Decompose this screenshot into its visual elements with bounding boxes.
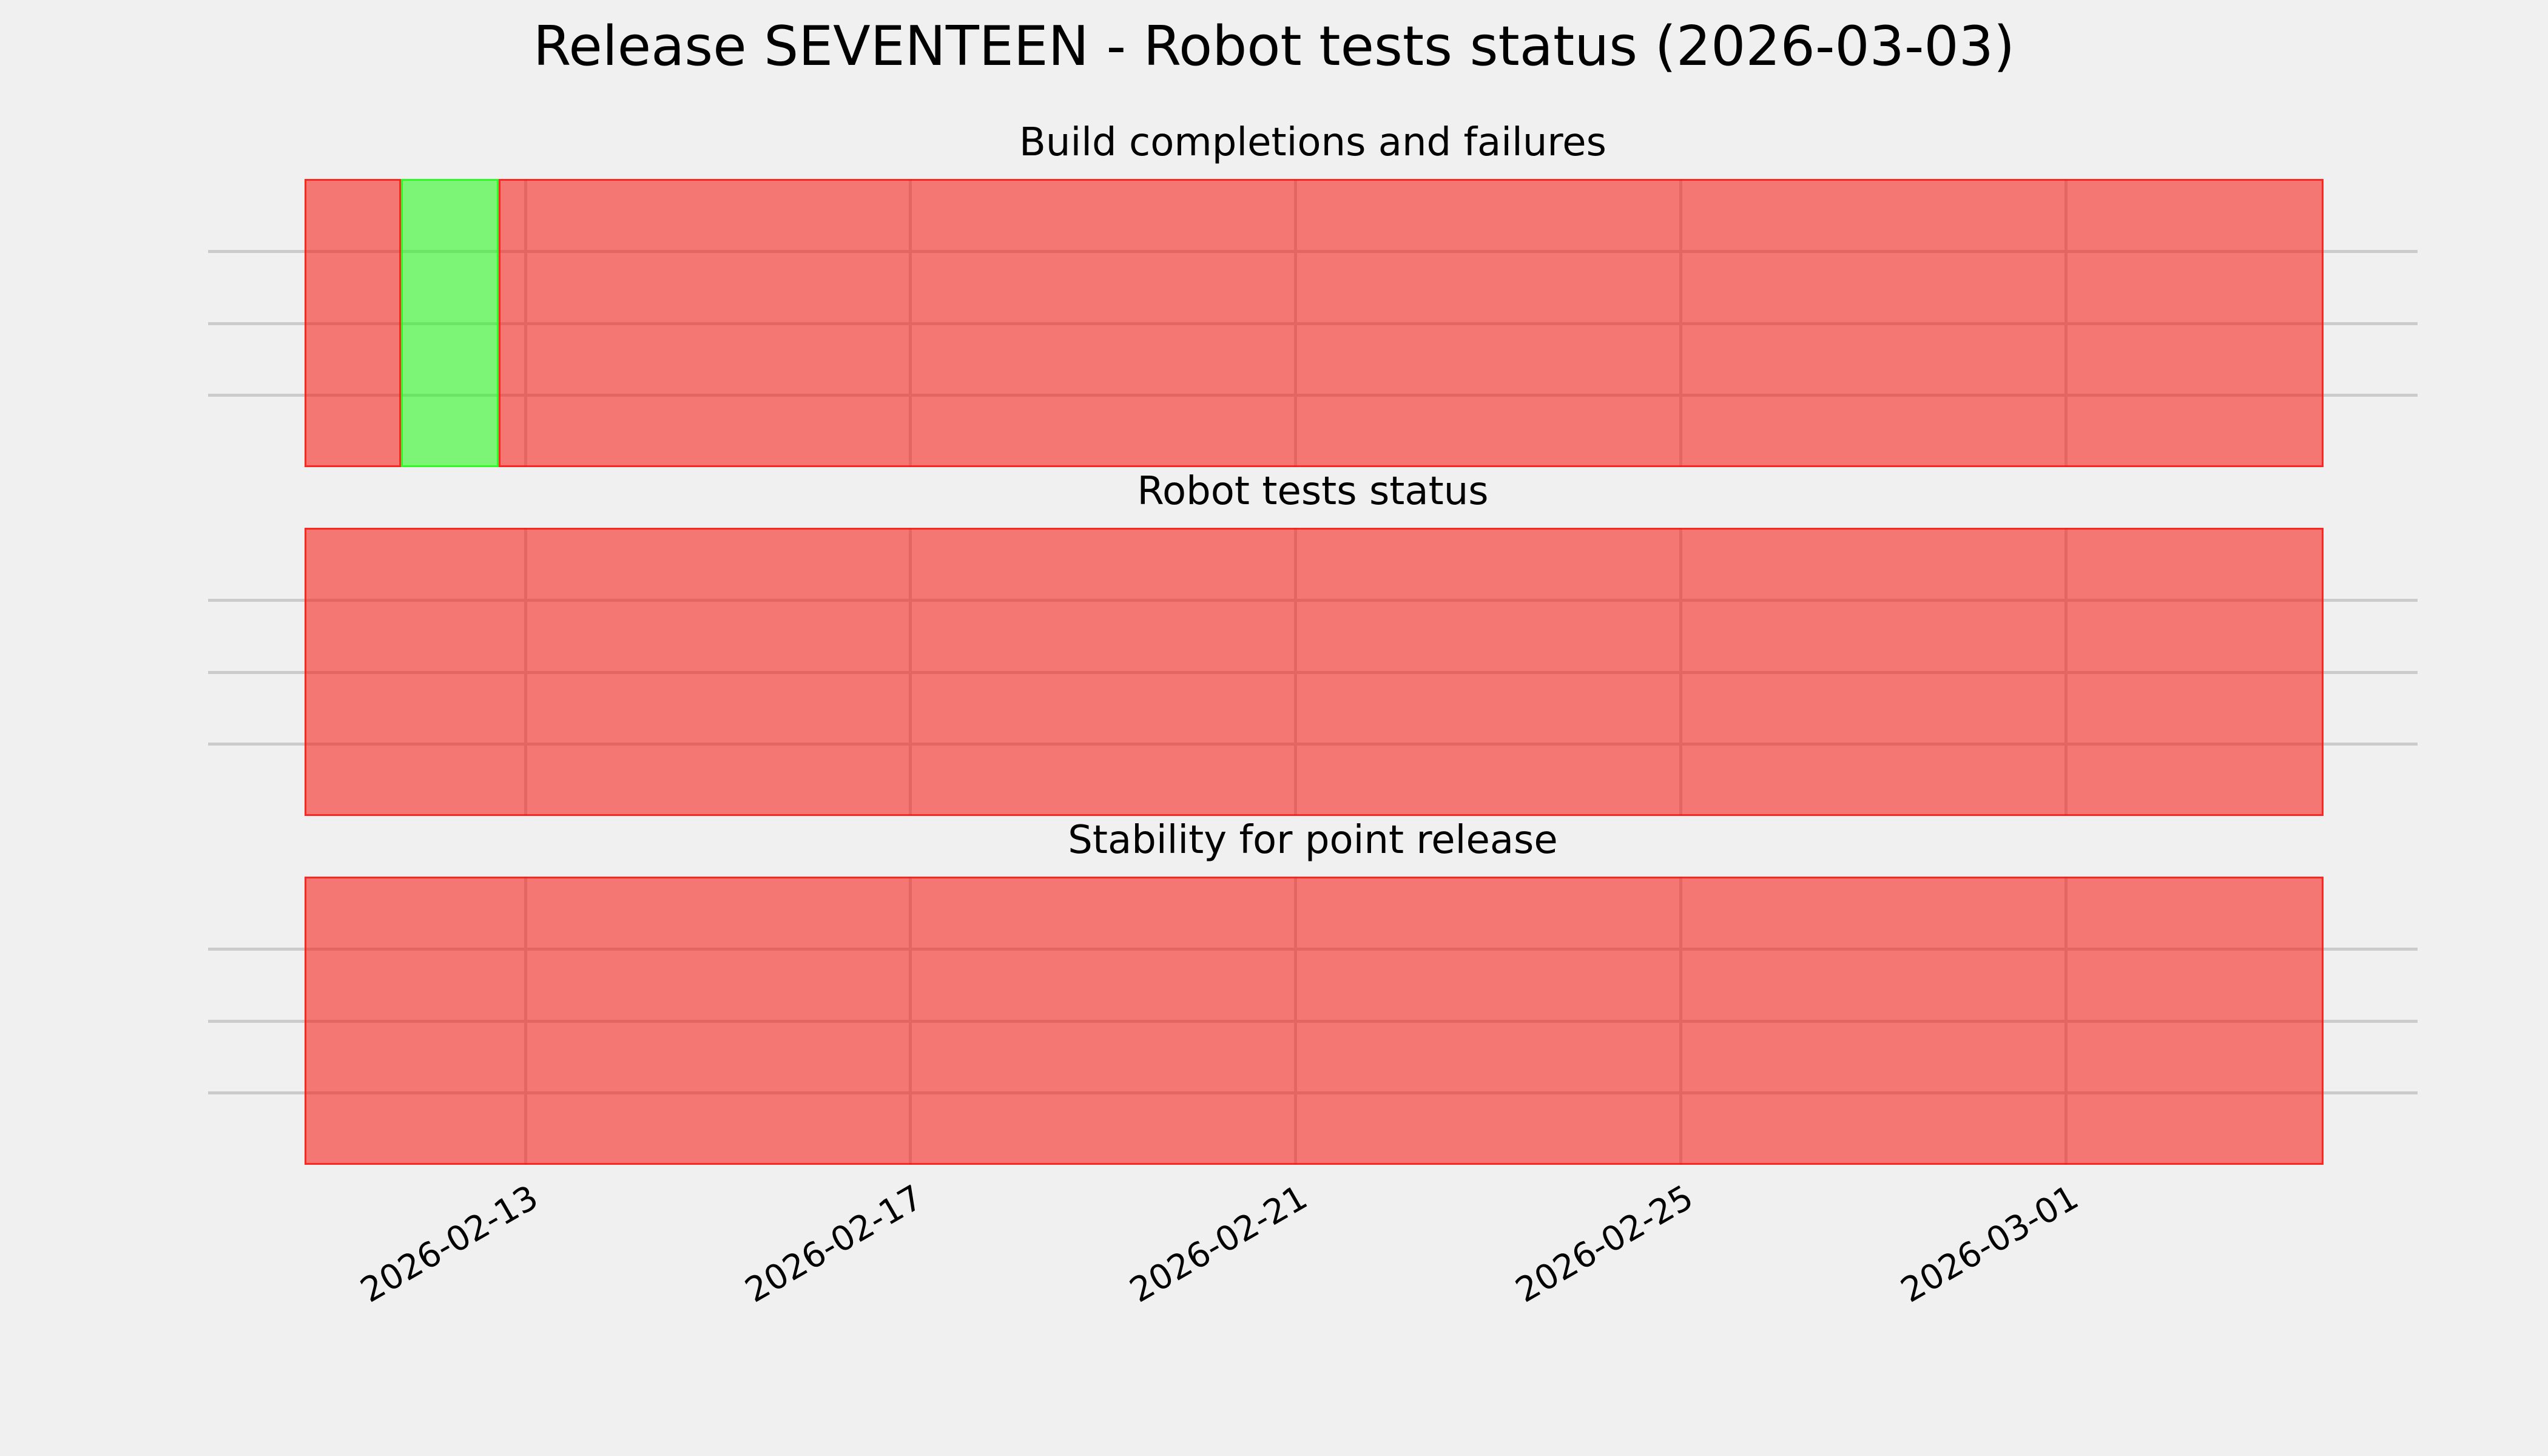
- subplot-title: Build completions and failures: [1019, 120, 1606, 165]
- status-segment-fail: [305, 179, 402, 467]
- subplot-axes-2: Robot tests status: [208, 469, 2418, 816]
- subplot-axes-3: Stability for point release: [208, 818, 2418, 1165]
- subplot-title: Stability for point release: [1068, 818, 1558, 863]
- x-tick-label: 2026-02-13: [354, 1178, 545, 1311]
- status-segment-pass: [401, 179, 499, 467]
- subplot-title: Robot tests status: [1137, 469, 1489, 514]
- x-tick-label: 2026-02-25: [1509, 1178, 1700, 1311]
- subplot-axes-1: Build completions and failures: [208, 120, 2418, 467]
- status-segment-fail: [499, 179, 2324, 467]
- x-tick-label: 2026-02-21: [1124, 1178, 1315, 1311]
- x-tick-label: 2026-03-01: [1894, 1178, 2085, 1311]
- x-tick-label: 2026-02-17: [738, 1178, 929, 1311]
- status-segment-fail: [305, 528, 2324, 816]
- figure-title: Release SEVENTEEN - Robot tests status (…: [533, 15, 2015, 78]
- status-segment-fail: [305, 877, 2324, 1165]
